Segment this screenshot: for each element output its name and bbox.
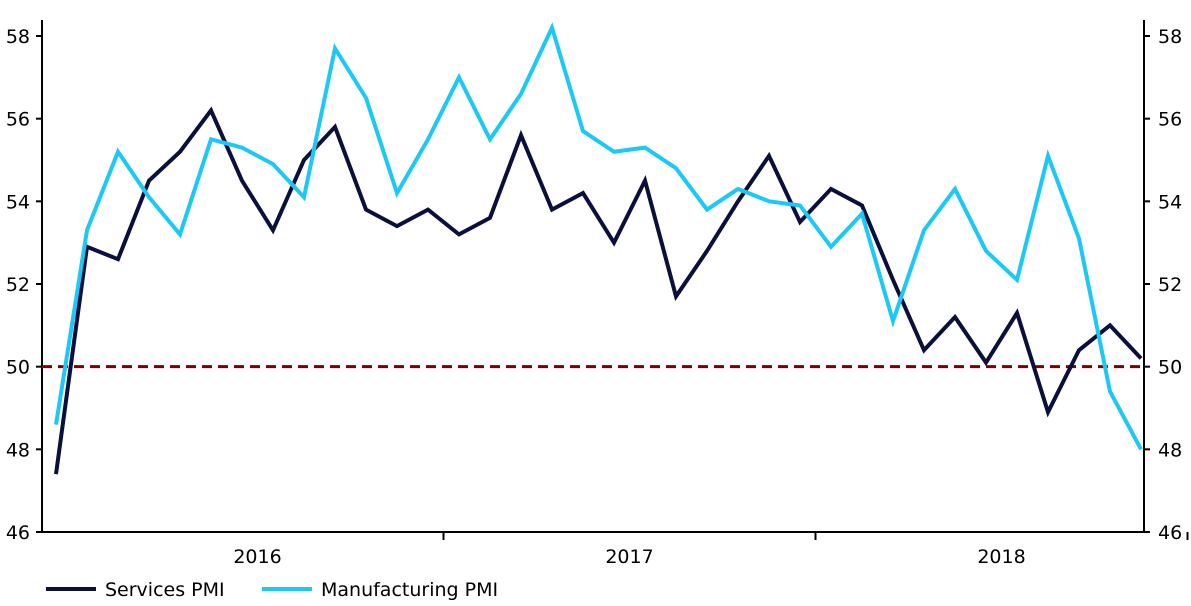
legend: Services PMI Manufacturing PMI [46,579,498,601]
right-y-tick-label: 46 [1158,522,1182,544]
legend-item-services: Services PMI [46,579,225,601]
right-y-tick-label: 50 [1158,357,1182,379]
left-y-tick-label: 56 [6,109,30,131]
right-y-tick-label: 48 [1158,439,1182,461]
legend-label-services: Services PMI [105,579,225,601]
legend-label-manufacturing: Manufacturing PMI [321,579,498,601]
legend-item-manufacturing: Manufacturing PMI [262,579,498,601]
x-year-label: 2017 [605,546,653,568]
left-y-tick-label: 48 [6,439,30,461]
right-y-tick-label: 56 [1158,109,1182,131]
series-line-services [54,106,1143,475]
left-y-ticks: 46 48 50 52 54 56 58 [6,26,42,544]
x-axis-ticks: 2016201720182019 [233,532,1189,568]
right-y-tick-label: 54 [1158,191,1182,213]
x-year-label: 2018 [977,546,1025,568]
left-y-tick-label: 50 [6,357,30,379]
x-year-label: 2016 [233,546,281,568]
left-y-tick-label: 54 [6,191,30,213]
right-y-ticks: 46 48 50 52 54 56 58 [1144,26,1182,544]
series-layer [54,22,1143,475]
left-y-tick-label: 46 [6,522,30,544]
series-line-manufacturing [54,22,1143,451]
left-y-tick-label: 52 [6,274,30,296]
right-y-tick-label: 52 [1158,274,1182,296]
right-y-tick-label: 58 [1158,26,1182,48]
left-y-tick-label: 58 [6,26,30,48]
